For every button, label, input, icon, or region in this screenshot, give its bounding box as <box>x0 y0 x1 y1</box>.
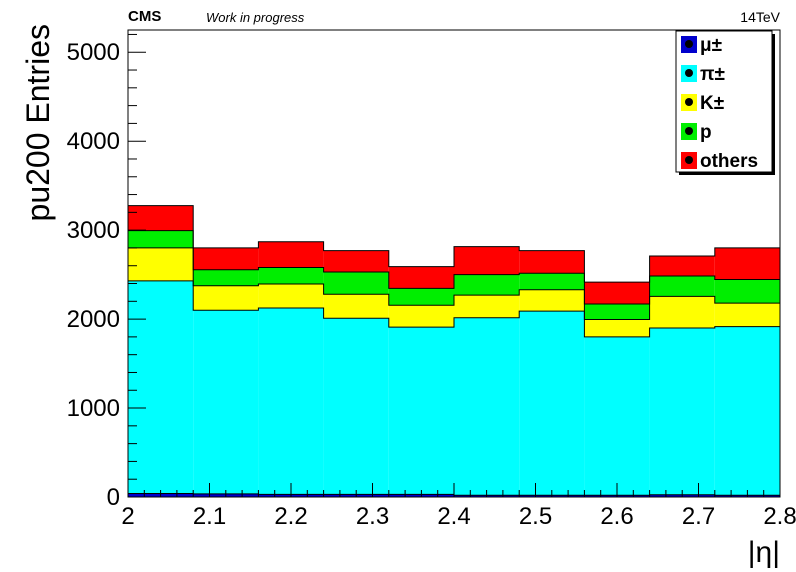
bar-others-bin-5 <box>454 246 520 275</box>
x-tick-label: 2 <box>121 503 134 530</box>
x-tick-label: 2.4 <box>437 503 470 530</box>
legend-label: K± <box>700 93 724 114</box>
legend-marker <box>685 156 693 164</box>
bar--bin-6 <box>519 311 585 496</box>
status-label: Work in progress <box>206 10 305 25</box>
bar-p-bin-0 <box>128 230 194 248</box>
bar-K-bin-5 <box>454 295 520 318</box>
legend-marker <box>685 127 693 135</box>
legend-marker <box>685 98 693 106</box>
bar-others-bin-2 <box>258 241 324 268</box>
bar-others-bin-8 <box>649 255 715 276</box>
bar-p-bin-4 <box>388 288 454 306</box>
x-tick-label: 2.5 <box>519 503 552 530</box>
legend-label: μ± <box>700 35 722 56</box>
legend-label: π± <box>700 64 725 85</box>
y-tick-label: 4000 <box>67 128 120 155</box>
bar--bin-5 <box>454 317 520 496</box>
bar-p-bin-7 <box>584 303 650 320</box>
outline-others <box>128 205 780 283</box>
bar-K-bin-2 <box>258 283 324 308</box>
bar-others-bin-3 <box>323 250 389 272</box>
y-tick-label: 1000 <box>67 395 120 422</box>
bar-others-bin-1 <box>193 247 259 270</box>
bar-p-bin-2 <box>258 267 324 284</box>
y-tick-label: 5000 <box>67 39 120 66</box>
outline- <box>128 280 780 338</box>
experiment-label: CMS <box>128 8 162 25</box>
legend-marker <box>685 69 693 77</box>
bar--bin-2 <box>258 307 324 495</box>
bar--bin-8 <box>649 327 715 495</box>
bar-others-bin-0 <box>128 205 194 231</box>
x-tick-label: 2.7 <box>682 503 715 530</box>
bar-p-bin-6 <box>519 273 585 290</box>
histogram-bars <box>128 205 780 497</box>
x-tick-label: 2.2 <box>274 503 307 530</box>
bar--bin-7 <box>584 336 650 496</box>
bar-p-bin-8 <box>649 275 715 297</box>
x-tick-label: 2.3 <box>356 503 389 530</box>
bar-p-bin-9 <box>714 279 780 304</box>
x-axis: 2 2.1 2.2 2.3 2.4 2.5 2.6 2.7 2.8 <box>121 483 796 530</box>
y-tick-label: 2000 <box>67 306 120 333</box>
energy-label: 14TeV <box>740 9 780 25</box>
legend-marker <box>685 40 693 48</box>
bar-others-bin-4 <box>388 266 454 289</box>
bar--bin-1 <box>193 310 259 494</box>
bar-p-bin-5 <box>454 274 520 296</box>
legend-label: p <box>700 122 712 143</box>
x-axis-label: |η| <box>748 536 780 569</box>
bar-others-bin-7 <box>584 282 650 304</box>
bar-K-bin-3 <box>323 294 389 319</box>
bar-K-bin-1 <box>193 285 259 311</box>
bar-others-bin-6 <box>519 250 585 274</box>
bar-K-bin-8 <box>649 296 715 328</box>
bar--bin-4 <box>388 327 454 495</box>
y-axis-label: pu200 Entries <box>20 24 56 221</box>
y-tick-label: 0 <box>107 484 120 511</box>
y-tick-label: 3000 <box>67 217 120 244</box>
bar--bin-9 <box>714 326 780 496</box>
bar-K-bin-7 <box>584 319 650 337</box>
legend: μ± π± K± p others <box>675 30 775 175</box>
bar-p-bin-3 <box>323 271 389 295</box>
x-tick-label: 2.8 <box>763 503 796 530</box>
bar-K-bin-0 <box>128 247 194 281</box>
x-tick-label: 2.1 <box>193 503 226 530</box>
bar-K-bin-4 <box>388 305 454 328</box>
bar--bin-3 <box>323 318 389 495</box>
bar-K-bin-9 <box>714 303 780 327</box>
bar--bin-0 <box>128 280 194 494</box>
bar-p-bin-1 <box>193 269 259 286</box>
y-axis: 0 1000 2000 3000 4000 5000 <box>67 33 146 511</box>
bar-others-bin-9 <box>714 247 780 280</box>
bar-K-bin-6 <box>519 289 585 312</box>
legend-label: others <box>700 151 758 172</box>
x-tick-label: 2.6 <box>600 503 633 530</box>
